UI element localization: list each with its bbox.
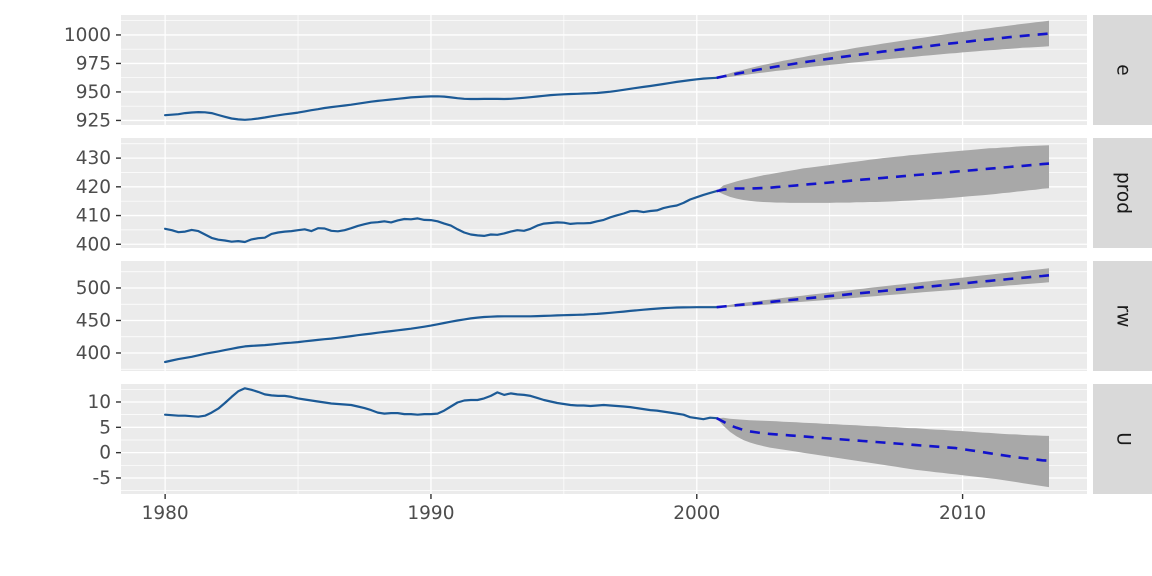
facet-strip-label: prod <box>1113 172 1134 214</box>
panel-background <box>121 15 1087 125</box>
facet-strip <box>1093 15 1152 125</box>
forecast-line <box>716 32 1050 80</box>
history-line <box>164 76 718 121</box>
y-tick-label: 1000 <box>64 25 111 46</box>
y-tick-label: 975 <box>76 53 111 74</box>
facet-strip-label: rw <box>1113 305 1134 328</box>
confidence-band <box>716 268 1049 308</box>
x-tick-label: 1980 <box>142 503 189 524</box>
y-tick-label: -5 <box>93 468 111 489</box>
y-tick-label: 410 <box>76 206 111 227</box>
facet-strip-label: U <box>1113 432 1134 446</box>
history-line <box>164 306 718 364</box>
facet-strip <box>1093 384 1152 494</box>
forecast-line <box>716 274 1050 309</box>
confidence-band <box>716 417 1049 488</box>
y-tick-label: 450 <box>76 310 111 331</box>
facet-strip <box>1093 261 1152 371</box>
y-tick-label: 925 <box>76 110 111 131</box>
x-tick-label: 2010 <box>939 503 986 524</box>
x-tick-label: 2000 <box>673 503 720 524</box>
y-tick-label: 400 <box>76 234 111 255</box>
y-tick-label: 10 <box>87 392 111 413</box>
history-line <box>164 190 718 244</box>
confidence-band <box>716 145 1049 203</box>
panel-background <box>121 261 1087 371</box>
y-tick-label: 400 <box>76 343 111 364</box>
y-tick-label: 430 <box>76 148 111 169</box>
confidence-band <box>716 20 1049 78</box>
forecast-line <box>716 417 1050 463</box>
y-tick-label: 950 <box>76 82 111 103</box>
facet-strip <box>1093 138 1152 248</box>
y-tick-label: 500 <box>76 278 111 299</box>
x-tick-label: 1990 <box>407 503 454 524</box>
facet-strip-label: e <box>1113 64 1134 75</box>
y-tick-label: 420 <box>76 177 111 198</box>
y-tick-label: 5 <box>99 417 111 438</box>
history-line <box>164 387 718 421</box>
forecast-line <box>716 162 1050 193</box>
y-tick-label: 0 <box>99 443 111 464</box>
